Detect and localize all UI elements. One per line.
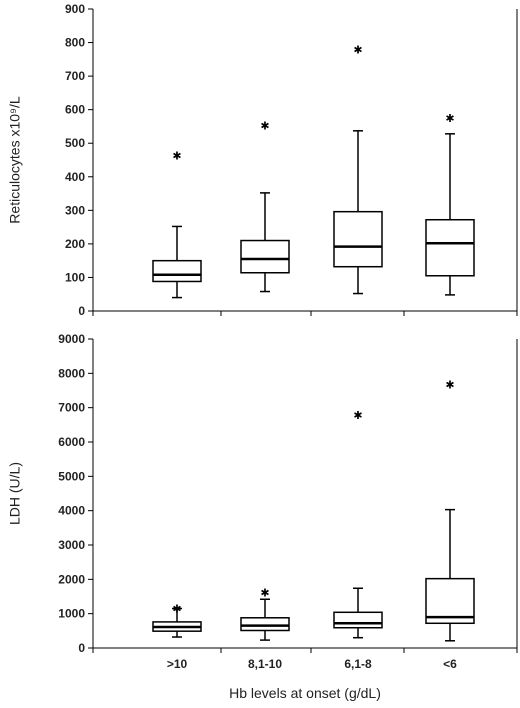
y-tick-label: 300 [65,203,85,217]
box-0: ✱ [152,150,202,299]
x-tick-label: 6,1-8 [344,657,372,671]
y-tick-label: 1000 [58,607,85,621]
y-tick-label: 6000 [58,435,85,449]
x-axis-title: Hb levels at onset (g/dL) [229,685,381,701]
box-1: ✱ [240,586,290,641]
y-tick-label: 200 [65,237,85,251]
outlier-marker: ✱ [260,586,269,599]
y-tick-label: 800 [65,36,85,50]
iqr-box [240,239,290,274]
y-tick-label: 0 [78,641,85,655]
outlier-marker: ✱ [353,409,362,422]
outlier-marker: ✱ [445,112,454,125]
iqr-box [425,218,475,277]
outlier-marker: ✱ [172,603,181,616]
iqr-box [333,611,383,629]
y-tick-label: 8000 [58,366,85,380]
box-0: ✱ [152,603,202,638]
reticulocytes-panel: 0 100 200 300 400 500 600 700 800 900 Reticulocyte… [7,2,518,318]
x-tick-label: >10 [167,657,188,671]
x-tick-label: <6 [443,657,457,671]
y-tick-label: 700 [65,69,85,83]
box-2: ✱ [333,409,383,639]
outlier-marker: ✱ [260,119,269,132]
y-tick-label: 2000 [58,572,85,586]
y-tick-label: 9000 [58,332,85,346]
box-3: ✱ [425,378,475,642]
outlier-marker: ✱ [353,43,362,56]
box-3: ✱ [425,112,475,296]
y-tick-label: 400 [65,170,85,184]
iqr-box [152,259,202,283]
y-axis-title: LDH (U/L) [7,462,23,525]
iqr-box [425,577,475,625]
x-tick-label: 8,1-10 [248,657,282,671]
box-1: ✱ [240,119,290,293]
y-tick-label: 0 [78,304,85,318]
y-axis-title: Reticulocytes x10⁹/L [7,96,23,224]
y-tick-label: 4000 [58,504,85,518]
outlier-marker: ✱ [172,150,181,163]
iqr-box [240,617,290,632]
y-tick-label: 3000 [58,538,85,552]
y-tick-label: 900 [65,2,85,16]
y-tick-label: 100 [65,270,85,284]
iqr-box [333,210,383,268]
box-2: ✱ [333,43,383,295]
y-tick-label: 5000 [58,469,85,483]
outlier-marker: ✱ [445,378,454,391]
y-tick-label: 600 [65,103,85,117]
ldh-panel: 0 1000 2000 3000 4000 5000 6000 7000 8000 9000 LDH… [7,332,518,671]
y-tick-label: 500 [65,136,85,150]
y-tick-label: 7000 [58,401,85,415]
